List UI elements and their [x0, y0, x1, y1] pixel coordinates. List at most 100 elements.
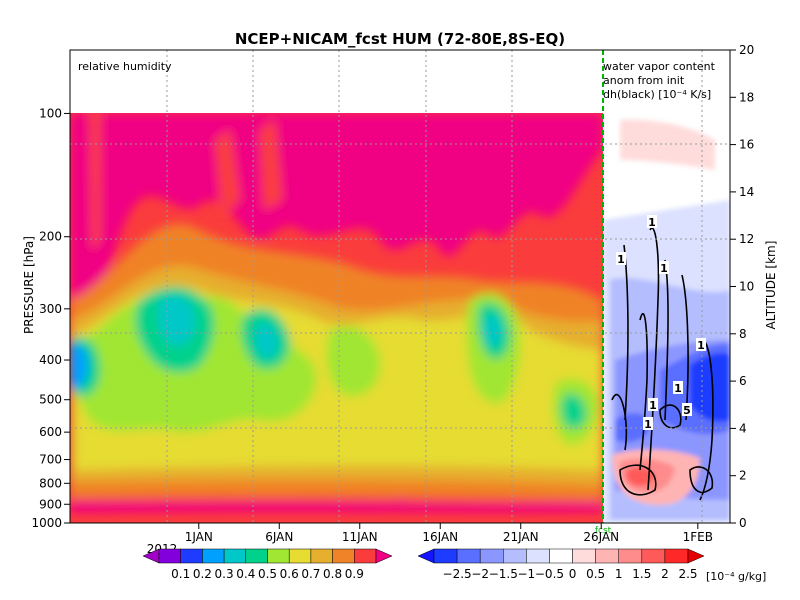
date-tick-label: 11JAN — [342, 530, 378, 544]
altitude-tick-label: 16 — [739, 138, 754, 152]
right-panel-label-3: dh(black) [10⁻⁴ K/s] — [603, 88, 711, 101]
pressure-tick-label: 700 — [39, 453, 62, 467]
colorbar-level-label: 0.9 — [345, 567, 364, 581]
colorbar-swatch — [618, 548, 643, 564]
colorbar-level-label: 0.7 — [301, 567, 320, 581]
pressure-tick-label: 1000 — [31, 516, 62, 530]
water-vapor-anomaly-field — [603, 113, 730, 523]
colorbar-swatch — [526, 548, 550, 564]
altitude-ticks: 0 2 4 6 8 10 12 14 16 18 20 — [730, 43, 754, 530]
forecast-start-label: fcst — [595, 526, 612, 536]
right-panel-label-2: anom from init — [603, 74, 685, 87]
date-ticks: 1JAN 6JAN 11JAN 16JAN 21JAN 26JAN 1FEB — [185, 523, 713, 544]
colorbar-level-label: 0.8 — [323, 567, 342, 581]
colorbar-swatch — [354, 548, 377, 564]
y-axis-right-label: ALTITUDE [km] — [764, 241, 778, 330]
colorbar-swatch — [288, 548, 312, 564]
pressure-tick-label: 300 — [39, 302, 62, 316]
right-panel-label-1: water vapor content — [603, 60, 716, 73]
colorbar-level-label: 0.5 — [586, 567, 605, 581]
pressure-tick-label: 600 — [39, 425, 62, 439]
pressure-tick-label: 500 — [39, 393, 62, 407]
date-tick-label: 1JAN — [185, 530, 213, 544]
colorbar-swatch — [332, 548, 355, 564]
colorbar-level-label: 0.2 — [193, 567, 212, 581]
contour-label-box — [659, 261, 669, 274]
altitude-tick-label: 8 — [739, 327, 747, 341]
colorbar-swatch — [549, 548, 573, 564]
pressure-tick-label: 100 — [39, 106, 62, 120]
colorbar-swatch — [479, 548, 504, 564]
y-axis-left-label: PRESSURE [hPa] — [22, 236, 36, 334]
colorbar-swatch — [595, 548, 619, 564]
colorbar-end-high — [687, 548, 705, 564]
contour-label: 1 — [697, 339, 705, 352]
left-panel-label: relative humidity — [78, 60, 172, 73]
relative-humidity-field — [70, 113, 603, 523]
altitude-tick-label: 6 — [739, 374, 747, 388]
altitude-tick-label: 18 — [739, 90, 754, 104]
colorbar-level-label: −1.5 — [489, 567, 518, 581]
contour-label-box — [682, 403, 692, 416]
colorbar-level-label: 0 — [569, 567, 577, 581]
altitude-tick-label: 4 — [739, 421, 747, 435]
colorbar-swatch — [267, 548, 290, 564]
contour-label-box — [616, 252, 626, 265]
colorbar-level-label: 2 — [661, 567, 669, 581]
colorbar-swatch — [310, 548, 333, 564]
colorbar-swatch — [503, 548, 527, 564]
colorbar-level-label: −2 — [471, 567, 489, 581]
contour-label-box — [647, 215, 657, 228]
altitude-tick-label: 12 — [739, 232, 754, 246]
colorbar-level-label: 0.6 — [280, 567, 299, 581]
colorbar-swatch — [641, 548, 666, 564]
chart-title: NCEP+NICAM_fcst HUM (72-80E,8S-EQ) — [235, 30, 565, 48]
contour-label: 1 — [660, 262, 668, 275]
date-tick-label: 26JAN — [583, 530, 619, 544]
altitude-tick-label: 0 — [739, 516, 747, 530]
colorbar-level-label: −1 — [518, 567, 536, 581]
colorbar-water-vapor-anomaly: −2.5 −2 −1.5 −1 −0.5 0 0.5 1 1.5 2 2.5 — [417, 548, 705, 581]
colorbar-level-label: −0.5 — [535, 567, 564, 581]
pressure-tick-label: 200 — [39, 230, 62, 244]
colorbar-swatch — [572, 548, 596, 564]
contour-label-box — [648, 398, 658, 411]
contour-label: 1 — [617, 253, 625, 266]
contour-label: 1 — [648, 216, 656, 229]
colorbar-end-high — [375, 548, 393, 564]
altitude-tick-label: 10 — [739, 280, 754, 294]
colorbar-swatch — [180, 548, 203, 564]
contour-label: 1 — [674, 382, 682, 395]
pressure-tick-label: 900 — [39, 497, 62, 511]
colorbar-level-label: 0.1 — [171, 567, 190, 581]
contour-label: 1 — [644, 418, 652, 431]
pressure-ticks: 100 200 300 400 500 600 700 800 900 1000 — [31, 106, 70, 530]
date-tick-label: 16JAN — [422, 530, 458, 544]
colorbar-swatch — [158, 548, 181, 564]
colorbar-level-label: 1 — [615, 567, 623, 581]
colorbar-end-low — [417, 548, 435, 564]
colorbar-level-label: 2.5 — [678, 567, 697, 581]
colorbar-swatch — [245, 548, 268, 564]
date-tick-label: 1FEB — [683, 530, 713, 544]
contour-label: 1 — [649, 399, 657, 412]
colorbar-swatch — [202, 548, 225, 564]
altitude-tick-label: 2 — [739, 469, 747, 483]
contour-label-box — [673, 381, 683, 394]
colorbar-relative-humidity: 0.1 0.2 0.3 0.4 0.5 0.6 0.7 0.8 0.9 — [142, 548, 393, 581]
pressure-tick-label: 400 — [39, 353, 62, 367]
colorbar-swatch — [664, 548, 689, 564]
colorbar-level-label: 0.3 — [215, 567, 234, 581]
colorbar-swatch — [433, 548, 458, 564]
altitude-tick-label: 20 — [739, 43, 754, 57]
colorbar-level-label: 0.5 — [258, 567, 277, 581]
contour-label-box — [643, 417, 653, 430]
colorbar-right-unit: [10⁻⁴ g/kg] — [706, 570, 766, 583]
altitude-tick-label: 14 — [739, 185, 754, 199]
contour-label: 5 — [683, 404, 691, 417]
colorbar-level-label: 1.5 — [632, 567, 651, 581]
contour-label-box — [696, 338, 706, 351]
date-tick-label: 6JAN — [265, 530, 293, 544]
